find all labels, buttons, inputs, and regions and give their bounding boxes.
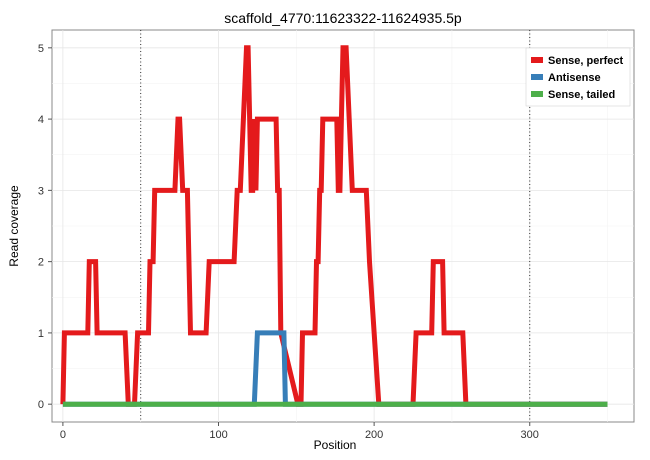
x-tick-label: 100: [209, 429, 227, 441]
legend-swatch: [531, 74, 543, 80]
legend-label: Antisense: [548, 72, 601, 84]
y-axis-label: Read coverage: [7, 185, 21, 267]
legend-swatch: [531, 57, 543, 63]
y-tick-label: 1: [38, 328, 44, 340]
reference-lines: [140, 30, 531, 422]
x-tick-label: 0: [60, 429, 66, 441]
chart-title: scaffold_4770:11623322-11624935.5p: [224, 10, 462, 26]
y-tick-label: 0: [38, 399, 44, 411]
x-tick-label: 300: [521, 429, 539, 441]
y-tick-label: 5: [38, 43, 44, 55]
legend-label: Sense, perfect: [548, 55, 624, 67]
y-tick-label: 3: [38, 185, 44, 197]
series-group: [60, 45, 608, 407]
y-tick-label: 4: [38, 114, 44, 126]
y-axis: 0 1 2 3 4 5: [38, 43, 52, 411]
legend-swatch: [531, 91, 543, 97]
x-tick-label: 200: [365, 429, 383, 441]
y-tick-label: 2: [38, 257, 44, 269]
x-axis: 0 100 200 300: [60, 422, 539, 441]
legend: Sense, perfect Antisense Sense, tailed: [525, 47, 631, 107]
legend-label: Sense, tailed: [548, 89, 615, 101]
legend-box: [525, 47, 631, 107]
series-line-sense-perfect: [60, 45, 608, 407]
x-axis-label: Position: [314, 438, 357, 452]
